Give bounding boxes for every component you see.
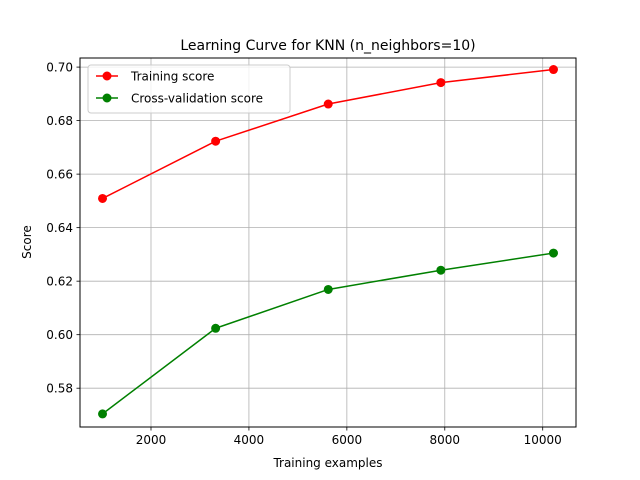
data-point (211, 136, 221, 146)
data-point (98, 193, 108, 203)
data-point (548, 65, 558, 75)
legend-marker (102, 93, 112, 103)
chart-title: Learning Curve for KNN (n_neighbors=10) (180, 38, 475, 54)
y-tick-label: 0.70 (46, 60, 73, 74)
x-tick-label: 8000 (430, 433, 461, 447)
y-tick-label: 0.68 (46, 114, 73, 128)
axis-ticks: 2000 4000 6000 8000 10000 0.58 0.60 0.62 0.64 0.6… (46, 60, 562, 447)
plot-series (98, 65, 558, 419)
data-point (436, 265, 446, 275)
data-point (323, 284, 333, 294)
y-tick-label: 0.66 (46, 167, 73, 181)
x-tick-label: 2000 (136, 433, 167, 447)
grid (80, 58, 576, 427)
y-tick-label: 0.58 (46, 381, 73, 395)
data-point (436, 78, 446, 88)
legend: Training score Cross-validation score (87, 64, 291, 114)
series-training-score (98, 65, 558, 203)
data-point (211, 323, 221, 333)
legend-box (87, 64, 291, 114)
data-point (548, 248, 558, 258)
y-axis-label: Score (20, 225, 34, 259)
x-tick-label: 6000 (332, 433, 363, 447)
x-tick-label: 4000 (234, 433, 265, 447)
legend-marker (102, 71, 112, 81)
y-tick-label: 0.62 (46, 274, 73, 288)
plot-frame (79, 57, 577, 428)
y-tick-label: 0.60 (46, 328, 73, 342)
data-point (98, 409, 108, 419)
data-point (323, 99, 333, 109)
legend-label: Cross-validation score (131, 91, 263, 105)
legend-label: Training score (130, 69, 214, 83)
x-tick-label: 10000 (524, 433, 562, 447)
series-cross-validation-score (98, 248, 558, 419)
x-axis-label: Training examples (272, 456, 382, 470)
y-tick-label: 0.64 (46, 221, 73, 235)
